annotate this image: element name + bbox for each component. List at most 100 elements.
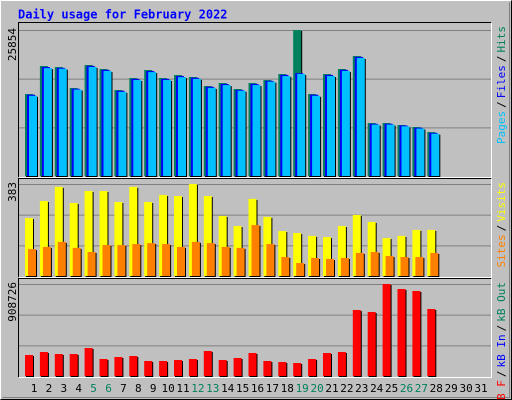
bar (72, 247, 81, 276)
bar (177, 246, 185, 276)
legend-separator: / (495, 56, 508, 63)
bar (415, 257, 424, 276)
bar (218, 215, 227, 276)
bar (397, 289, 406, 376)
bar (236, 247, 245, 276)
bar (370, 251, 379, 276)
x-tick-label: 27 (415, 382, 428, 395)
bar (129, 356, 138, 376)
x-tick-label: 7 (120, 382, 127, 395)
bar (203, 351, 212, 376)
bar (28, 249, 36, 276)
bar (278, 231, 287, 276)
bar (174, 360, 182, 376)
bar (233, 358, 242, 376)
bar (133, 79, 142, 176)
bar (103, 70, 112, 176)
bar (42, 246, 51, 276)
x-tick-label: 21 (325, 382, 338, 395)
x-tick-label: 10 (161, 382, 174, 395)
x-tick-label: 15 (236, 382, 249, 395)
bar (206, 243, 215, 276)
legend-entry: Files (495, 65, 508, 98)
x-tick-label: 30 (459, 382, 472, 395)
bar (174, 196, 182, 276)
bar (281, 257, 290, 276)
x-tick-label: 3 (60, 382, 67, 395)
bar (430, 252, 439, 276)
bar (114, 357, 123, 376)
x-tick-label: 12 (191, 382, 204, 395)
x-tick-label: 2 (46, 382, 53, 395)
bar (188, 359, 197, 376)
bar (192, 78, 201, 176)
x-tick-label: 22 (340, 382, 353, 395)
x-tick-label: 11 (176, 382, 189, 395)
x-tick-label: 29 (445, 382, 458, 395)
x-tick-label: 13 (206, 382, 219, 395)
bar (293, 363, 302, 376)
bar (341, 70, 350, 176)
x-tick-label: 17 (266, 382, 279, 395)
bar (218, 360, 227, 376)
bar (252, 85, 261, 176)
bar (297, 74, 306, 176)
y-tick-label: 25854 (6, 28, 19, 61)
bar (129, 186, 138, 276)
legend-entry: Pages (495, 111, 508, 144)
bar (308, 235, 317, 276)
bar (386, 124, 395, 176)
bar (159, 195, 168, 276)
bar (118, 91, 127, 176)
x-tick-label: 8 (135, 382, 142, 395)
bar (84, 190, 93, 276)
bar (69, 202, 78, 276)
legend-separator: / (495, 371, 508, 378)
bar (385, 256, 394, 276)
bar (57, 241, 66, 276)
bar (431, 133, 440, 176)
bar (237, 90, 246, 176)
bar (25, 218, 33, 276)
legend-entry: kB Out (495, 282, 508, 322)
bar (400, 257, 409, 276)
bar (114, 202, 123, 276)
x-tick-label: 5 (90, 382, 97, 395)
bar (178, 77, 186, 176)
bar (296, 263, 305, 276)
panel-border-dark (18, 278, 492, 378)
x-tick-label: 25 (385, 382, 398, 395)
x-tick-label: 31 (474, 382, 487, 395)
bar (87, 251, 96, 276)
bar (221, 246, 230, 276)
bar (73, 89, 82, 176)
bar (222, 85, 231, 176)
bar (352, 214, 361, 276)
bar (248, 353, 257, 376)
bar (293, 233, 302, 276)
bar (311, 257, 320, 276)
bar (337, 352, 346, 376)
legend-entry: kB F (495, 380, 508, 400)
y-tick-label: 383 (6, 182, 19, 202)
x-tick-label: 1 (31, 382, 38, 395)
bar (88, 67, 97, 176)
bar (54, 186, 63, 276)
x-tick-label: 28 (430, 382, 443, 395)
x-tick-label: 6 (105, 382, 112, 395)
x-tick-label: 19 (296, 382, 309, 395)
bar (147, 243, 156, 276)
bar (356, 57, 365, 176)
legend: Pages / Files / Hits (495, 26, 508, 144)
x-tick-label: 9 (150, 382, 157, 395)
bar (323, 237, 331, 276)
chart-title: Daily usage for February 2022 (18, 8, 228, 22)
bar (163, 79, 172, 176)
bar (308, 359, 317, 376)
bar (162, 244, 171, 276)
bar (54, 354, 63, 376)
bar (340, 257, 349, 276)
bar (382, 284, 391, 376)
bar (278, 362, 287, 376)
